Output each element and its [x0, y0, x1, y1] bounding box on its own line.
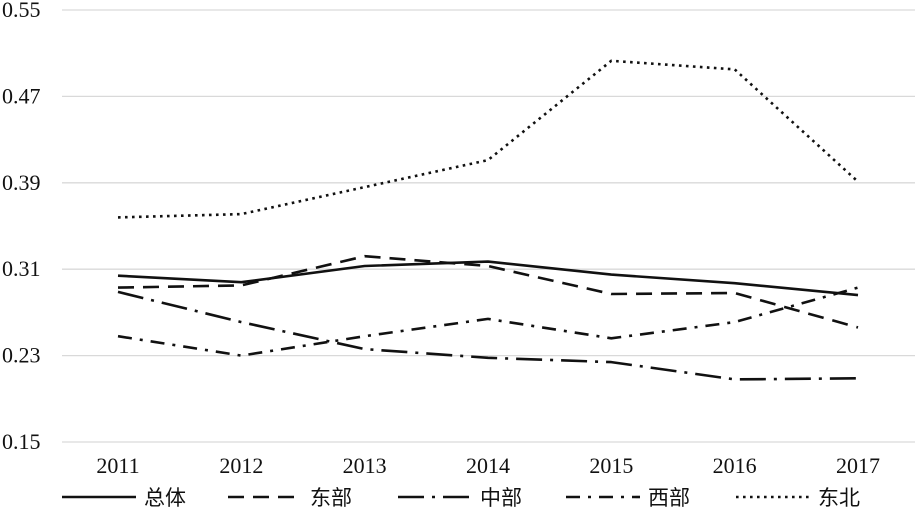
x-tick-label: 2012 [219, 453, 263, 478]
y-tick-label: 0.23 [2, 343, 41, 368]
y-tick-label: 0.55 [2, 0, 41, 22]
x-tick-label: 2017 [836, 453, 880, 478]
x-tick-label: 2016 [713, 453, 757, 478]
y-tick-label: 0.47 [2, 83, 41, 108]
legend-label: 东北 [818, 486, 860, 510]
y-axis-ticks: 0.15 0.23 0.31 0.39 0.47 0.55 [2, 0, 41, 454]
y-tick-label: 0.39 [2, 170, 41, 195]
legend: 总体 东部 中部 西部 东北 [62, 486, 860, 510]
series-line [117, 290, 859, 381]
y-tick-label: 0.15 [2, 429, 41, 454]
x-axis-ticks: 2011 2012 2013 2014 2015 2016 2017 [96, 453, 880, 478]
legend-label: 东部 [310, 486, 352, 510]
series-lines [117, 59, 859, 381]
x-tick-label: 2011 [96, 453, 139, 478]
legend-label: 中部 [480, 486, 522, 510]
x-tick-label: 2015 [589, 453, 633, 478]
gridlines [62, 9, 915, 443]
x-tick-label: 2014 [466, 453, 510, 478]
y-tick-label: 0.31 [2, 256, 41, 281]
series-line [117, 286, 859, 357]
x-tick-label: 2013 [343, 453, 387, 478]
series-line [117, 59, 859, 219]
legend-label: 总体 [144, 486, 186, 510]
series-line [117, 254, 859, 329]
series-line [117, 260, 859, 297]
legend-label: 西部 [648, 486, 690, 510]
